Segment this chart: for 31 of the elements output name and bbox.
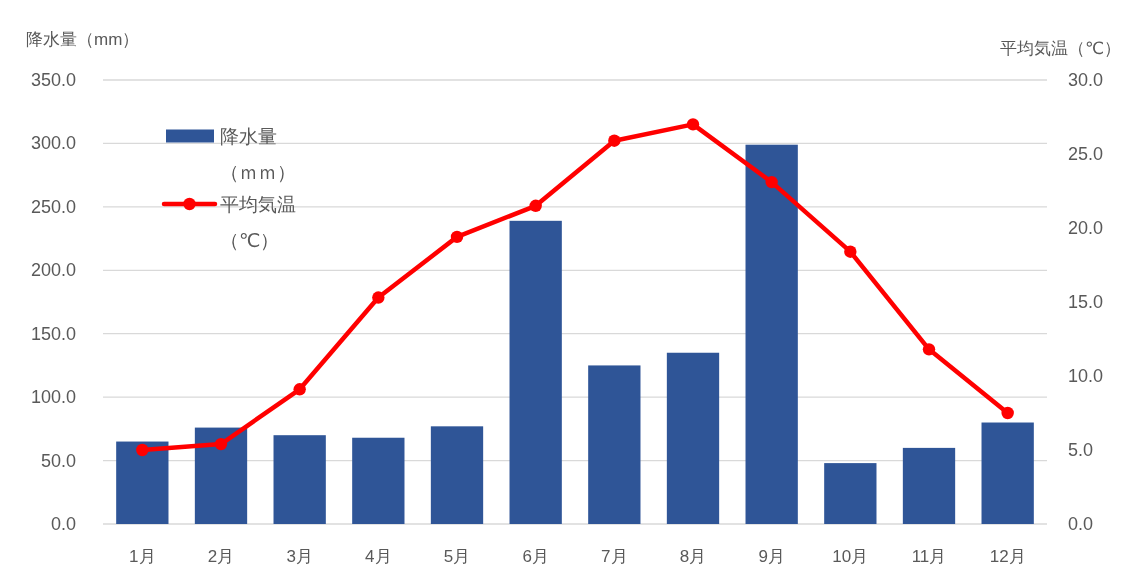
x-tick-label: 7月 [601,546,628,566]
y-tick-label: 300.0 [30,133,76,154]
x-tick-label: 12月 [989,546,1026,566]
x-tick-label: 3月 [286,546,313,566]
x-tick-label: 4月 [365,546,392,566]
y-tick-label: 350.0 [30,70,76,90]
y-tick-label: 100.0 [30,387,76,408]
x-tick-label: 5月 [443,546,471,566]
y2-tick-label: 0.0 [1068,514,1094,534]
y2-axis-title: 平均気温（℃） [999,38,1121,58]
y2-tick-label: 15.0 [1068,292,1104,312]
y2-tick-label: 25.0 [1068,144,1104,164]
y-tick-label: 50.0 [40,450,76,471]
x-tick-label: 1月 [129,546,156,566]
y-tick-label: 0.0 [50,514,76,534]
y-tick-label: 200.0 [30,260,76,281]
x-tick-label: 8月 [679,546,707,566]
y2-tick-label: 20.0 [1068,218,1104,238]
y-tick-label: 250.0 [30,196,76,217]
legend-label: 平均気温（℃） [220,193,296,251]
x-tick-label: 10月 [832,546,869,566]
y2-tick-label: 5.0 [1068,440,1094,460]
y-axis-title: 降水量（mm） [26,29,140,49]
x-tick-label: 6月 [522,546,549,566]
y-tick-label: 150.0 [30,323,76,344]
legend-label: 降水量（ｍｍ） [220,125,296,183]
x-tick-label: 2月 [207,546,235,566]
y2-tick-label: 10.0 [1068,366,1104,386]
y2-tick-label: 30.0 [1068,70,1104,90]
x-tick-label: 9月 [758,546,785,566]
x-tick-label: 11月 [911,546,947,566]
